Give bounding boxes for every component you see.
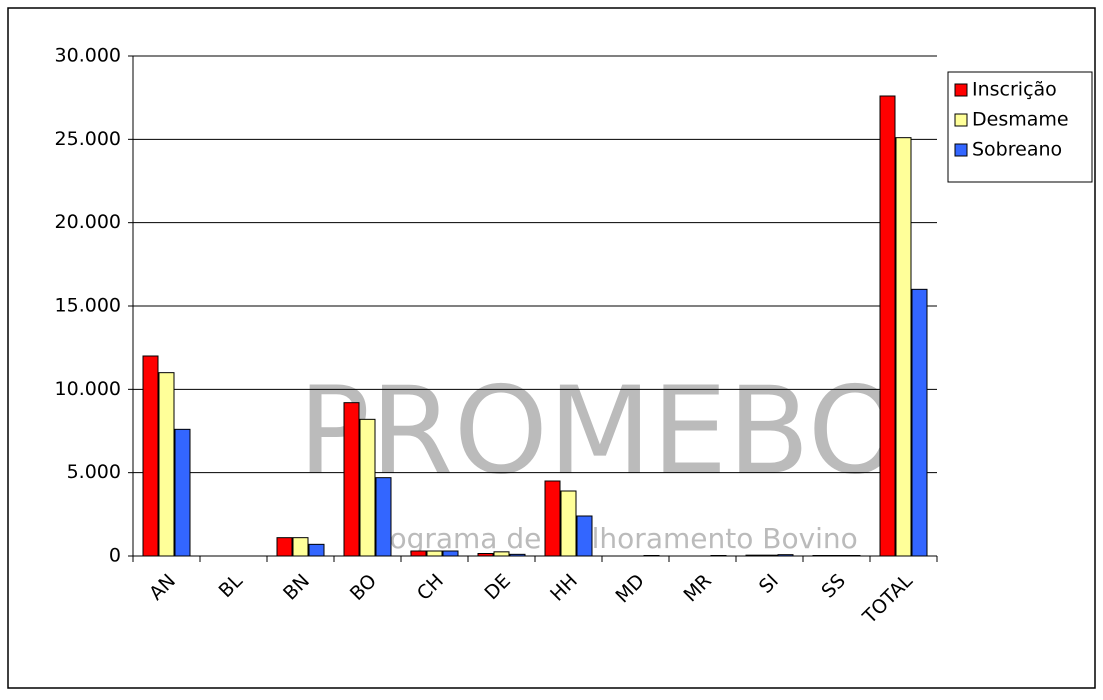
bar: [360, 419, 375, 556]
bar: [746, 555, 761, 556]
y-tick-label: 10.000: [55, 378, 121, 400]
legend-swatch: [955, 114, 967, 126]
watermark-subtitle: Programa de Melhoramento Bovino: [362, 522, 858, 555]
legend-label: Inscrição: [972, 79, 1057, 101]
legend-label: Sobreano: [972, 139, 1062, 161]
y-tick-label: 25.000: [55, 128, 121, 150]
bar: [762, 555, 777, 556]
bar: [293, 538, 308, 556]
bar: [344, 403, 359, 556]
bar: [443, 551, 458, 556]
y-tick-label: 20.000: [55, 211, 121, 233]
chart: PROMEBO Programa de Melhoramento Bovino …: [0, 0, 1103, 696]
bar: [577, 516, 592, 556]
bar: [912, 289, 927, 556]
bar: [427, 551, 442, 556]
bar: [880, 96, 895, 556]
bar: [159, 373, 174, 556]
y-tick-label: 30.000: [55, 45, 121, 67]
bar: [309, 544, 324, 556]
bar: [813, 556, 828, 557]
y-tick-label: 5.000: [67, 461, 121, 483]
bar: [561, 491, 576, 556]
bar: [711, 556, 726, 557]
bar: [845, 556, 860, 557]
legend-swatch: [955, 84, 967, 96]
y-tick-label: 15.000: [55, 295, 121, 317]
bar: [478, 554, 493, 557]
bar: [494, 552, 509, 556]
bar: [277, 538, 292, 556]
bar: [175, 429, 190, 556]
bar: [829, 556, 844, 557]
bar: [143, 356, 158, 556]
bar: [376, 478, 391, 556]
bar: [778, 555, 793, 556]
bar: [896, 138, 911, 556]
y-tick-label: 0: [109, 545, 121, 567]
legend-swatch: [955, 144, 967, 156]
bar: [411, 551, 426, 556]
bar: [510, 554, 525, 556]
bar: [644, 556, 659, 557]
bar: [545, 481, 560, 556]
legend-label: Desmame: [972, 109, 1069, 131]
